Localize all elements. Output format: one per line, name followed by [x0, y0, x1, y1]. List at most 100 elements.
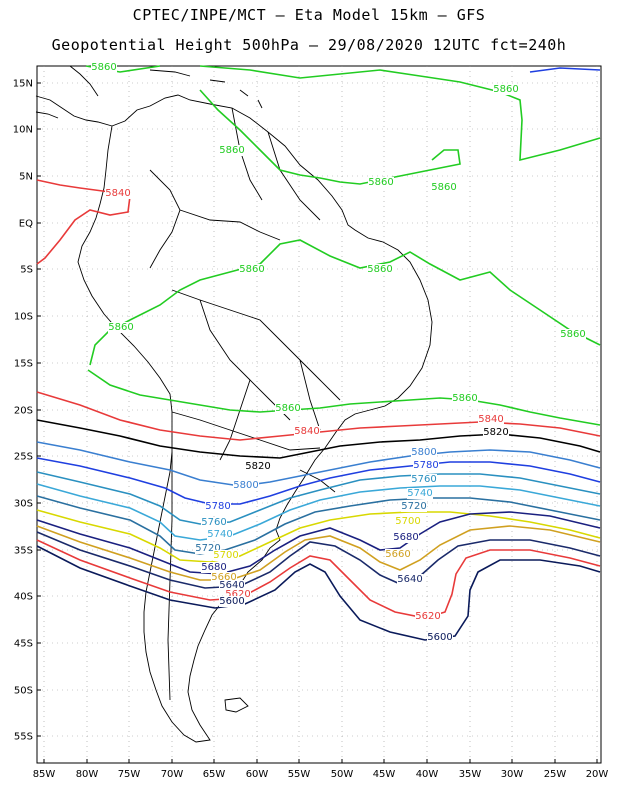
lat-tick-label: 20S: [14, 406, 33, 417]
contour-label: 5760: [201, 517, 226, 528]
lat-tick-label: 5N: [19, 172, 33, 183]
contour-label-bg: [201, 562, 227, 573]
contour-label: 5740: [407, 488, 432, 499]
contour-label: 5720: [401, 501, 426, 512]
contour-5860-south: [87, 369, 601, 426]
contour-label: 5860: [239, 264, 264, 275]
lat-tick-label: 40S: [14, 592, 33, 603]
contour-label: 5840: [105, 188, 130, 199]
lat-tick-label: 35S: [14, 546, 33, 557]
contour-label-bg: [275, 403, 301, 414]
contour-5620: [36, 539, 601, 619]
contour-label-bg: [368, 177, 394, 188]
contour-5680: [36, 511, 601, 575]
contour-5740: [36, 483, 601, 541]
contour-label-bg: [478, 414, 504, 425]
contour-5840-northwest: [36, 179, 131, 265]
contour-label: 5860: [91, 62, 116, 73]
contour-label-bg: [294, 426, 320, 437]
contour-label: 5660: [385, 549, 410, 560]
contour-label-bg: [108, 322, 134, 333]
contour-5720: [36, 495, 601, 555]
contour-label: 5860: [219, 145, 244, 156]
contour-label: 5820: [245, 461, 270, 472]
contour-label: 5640: [219, 580, 244, 591]
contour-label: 5840: [294, 426, 319, 437]
lat-tick-label: 55S: [14, 732, 33, 743]
contour-label: 5860: [367, 264, 392, 275]
title-line-2: Geopotential Height 500hPa — 29/08/2020 …: [51, 36, 567, 54]
contour-label-bg: [219, 596, 245, 607]
contour-label-bg: [219, 580, 245, 591]
lat-tick-label: 25S: [14, 452, 33, 463]
contour-label: 5720: [195, 543, 220, 554]
contour-label: 5680: [393, 532, 418, 543]
contour-label: 5860: [275, 403, 300, 414]
lat-tick-label: 30S: [14, 499, 33, 510]
falklands: [224, 697, 249, 713]
contour-label-bg: [560, 329, 586, 340]
caribbean-islands: [149, 69, 263, 109]
contour-label-bg: [385, 549, 411, 560]
contour-label: 5860: [368, 177, 393, 188]
contour-label-bg: [483, 427, 509, 438]
contour-5780: [36, 457, 601, 505]
lon-tick-label: 35W: [459, 769, 482, 780]
contour-5860-caribbean: [199, 89, 461, 185]
contour-5760: [36, 471, 601, 525]
map-frame: [36, 65, 602, 764]
lat-tick-label: 15S: [14, 359, 33, 370]
contour-label-bg: [452, 393, 478, 404]
lon-tick-label: 65W: [203, 769, 226, 780]
contour-label: 5620: [415, 611, 440, 622]
contour-label-bg: [397, 574, 423, 585]
contour-5600: [36, 545, 601, 641]
contour-label-bg: [239, 264, 265, 275]
contour-label: 5680: [201, 562, 226, 573]
title-line-1: CPTEC/INPE/MCT — Eta Model 15km — GFS: [132, 6, 486, 24]
contour-label-bg: [213, 550, 239, 561]
contour-label-bg: [91, 62, 117, 73]
lon-tick-label: 25W: [544, 769, 567, 780]
contour-label: 5860: [560, 329, 585, 340]
contour-label: 5860: [431, 182, 456, 193]
contour-label: 5860: [452, 393, 477, 404]
contour-label-bg: [413, 460, 439, 471]
contour-label-bg: [207, 529, 233, 540]
lon-tick-label: 60W: [246, 769, 269, 780]
contour-label: 5700: [213, 550, 238, 561]
contour-label-bg: [211, 572, 237, 583]
longitude-axis: 85W 80W 75W 70W 65W 60W 55W 50W 45W 40W 35W 30W 25W 2…: [33, 759, 609, 780]
lon-tick-label: 50W: [331, 769, 354, 780]
contour-label-bg: [245, 461, 271, 472]
contour-label-bg: [393, 532, 419, 543]
contour-label: 5840: [478, 414, 503, 425]
lon-tick-label: 75W: [118, 769, 141, 780]
contour-label-bg: [205, 501, 231, 512]
contour-label: 5820: [483, 427, 508, 438]
latitude-axis: 15N 10N 5N EQ 5S 10S 15S 20S 25S 30S 35S 40S 45S 50S 5…: [13, 79, 41, 743]
contour-label-bg: [411, 474, 437, 485]
central-america: [35, 65, 113, 127]
lon-tick-label: 20W: [586, 769, 609, 780]
contour-label: 5780: [205, 501, 230, 512]
contour-label: 5800: [411, 447, 436, 458]
height-contours: [36, 65, 601, 641]
contour-label-bg: [427, 632, 453, 643]
lon-tick-label: 30W: [501, 769, 524, 780]
grid-lines: [37, 66, 601, 763]
contour-5860-mid: [89, 239, 601, 366]
contour-label: 5600: [219, 596, 244, 607]
lon-tick-label: 80W: [76, 769, 99, 780]
contour-label: 5860: [108, 322, 133, 333]
contour-label: 5640: [397, 574, 422, 585]
lon-tick-label: 70W: [161, 769, 184, 780]
lat-tick-label: 15N: [13, 79, 33, 90]
contour-label-bg: [219, 145, 245, 156]
contour-label-bg: [105, 188, 131, 199]
contour-label: 5660: [211, 572, 236, 583]
lon-tick-label: 45W: [373, 769, 396, 780]
contour-5800: [36, 441, 601, 487]
lon-tick-label: 85W: [33, 769, 56, 780]
